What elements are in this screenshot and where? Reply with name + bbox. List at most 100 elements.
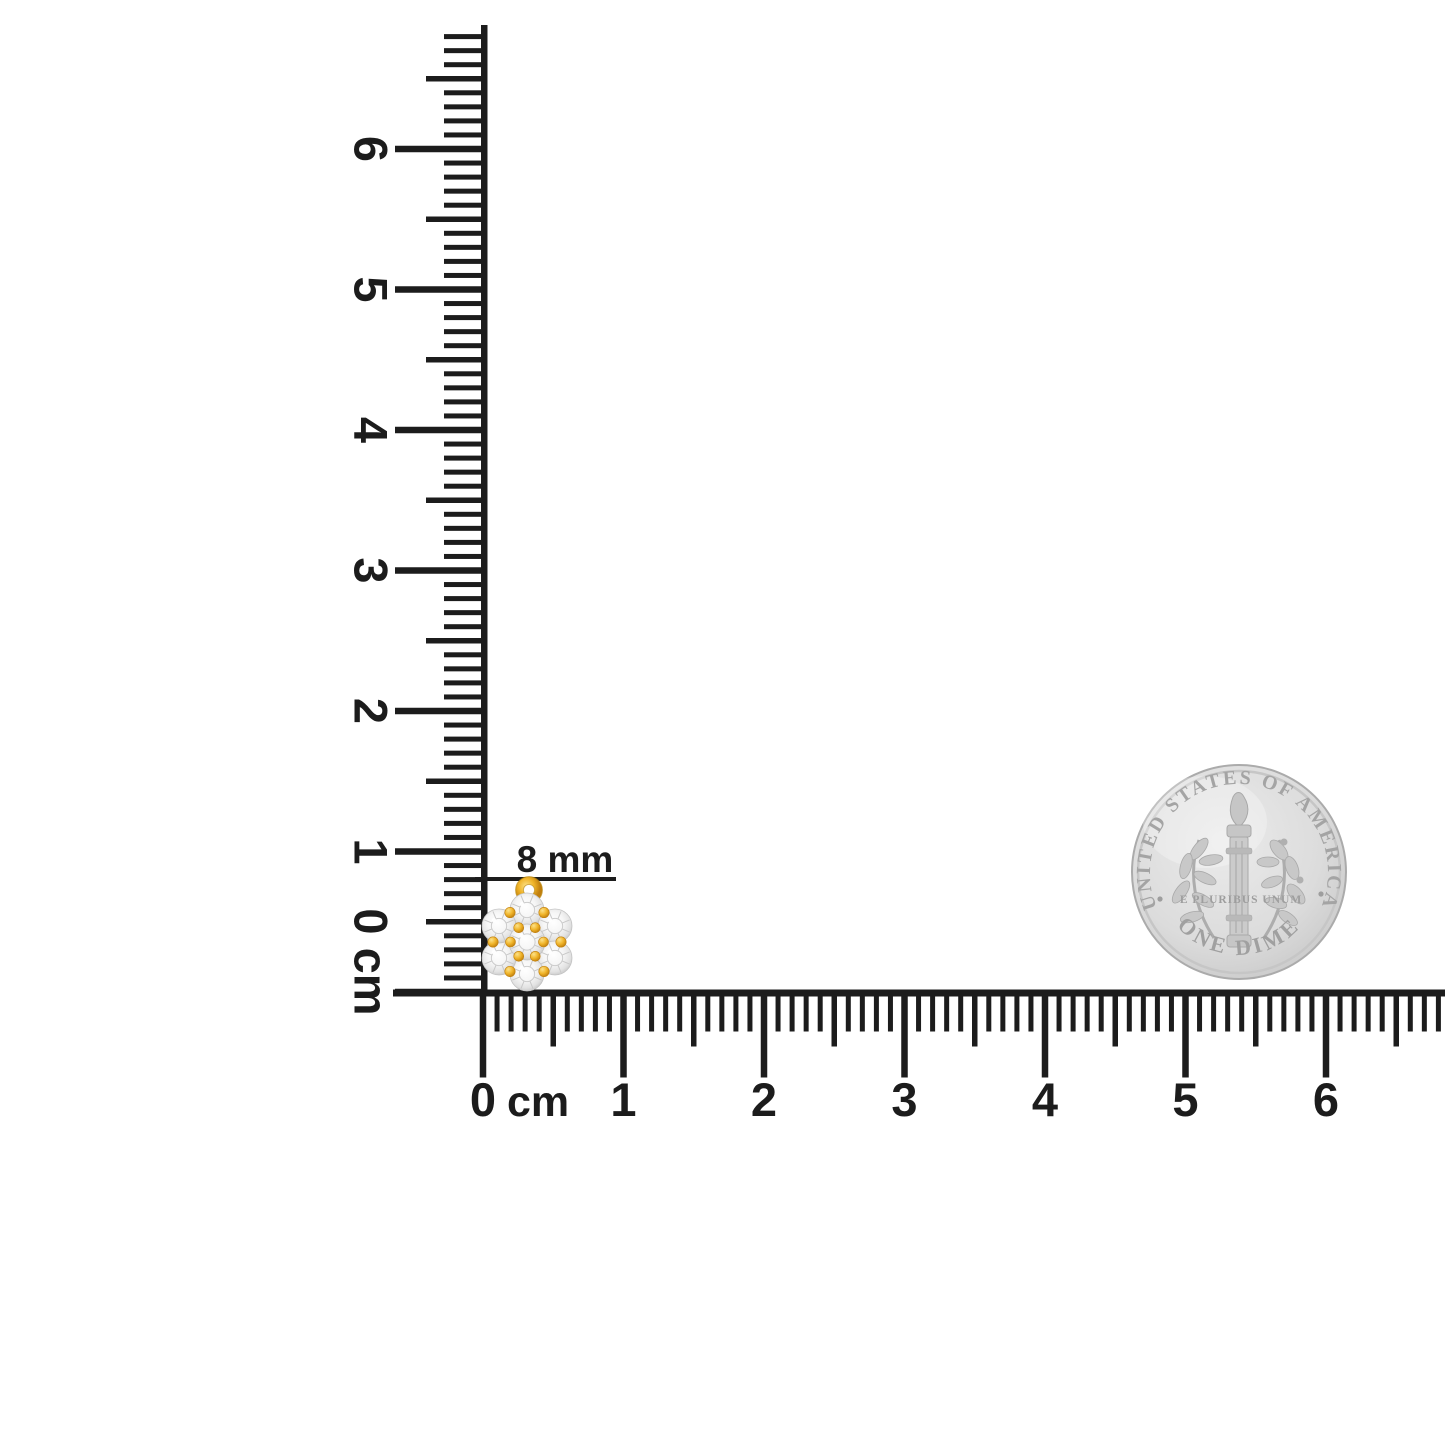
gold-prong-bead — [529, 950, 541, 962]
vertical-ruler-tick — [444, 863, 483, 869]
horizontal-ruler-tick — [705, 994, 711, 1032]
horizontal-ruler-tick — [1309, 994, 1315, 1032]
vertical-ruler-label-1: 1 — [345, 838, 398, 864]
vertical-ruler-tick — [444, 455, 483, 461]
vertical-ruler-tick — [444, 511, 483, 517]
vertical-ruler-tick — [395, 707, 483, 715]
diamond-facet — [484, 951, 493, 956]
diamond-facet — [529, 895, 534, 904]
measurement-annotation: 8 mm — [475, 839, 616, 881]
vertical-ruler-tick — [444, 525, 483, 531]
diamond-facet — [561, 928, 570, 933]
horizontal-ruler-tick — [550, 994, 556, 1047]
diamond-flower-pendant — [481, 876, 573, 992]
horizontal-ruler-tick — [1182, 994, 1189, 1078]
vertical-ruler-tick — [444, 90, 483, 96]
diamond-sparkle — [547, 917, 553, 923]
horizontal-ruler-tick — [1351, 994, 1357, 1032]
horizontal-ruler-tick — [1253, 994, 1259, 1047]
horizontal-ruler-label-2: 2 — [751, 1073, 777, 1126]
horizontal-ruler-tick — [944, 994, 950, 1032]
torch-band-bottom — [1225, 914, 1253, 922]
vertical-ruler-edge — [481, 25, 488, 996]
torch-base — [1226, 934, 1252, 948]
diamond-facet — [540, 960, 549, 965]
diamond-facet — [518, 901, 536, 919]
horizontal-ruler-tick — [789, 994, 795, 1032]
horizontal-ruler-tick — [1407, 994, 1413, 1032]
diamond-sparkle — [547, 949, 553, 955]
horizontal-ruler-tick — [663, 994, 669, 1032]
vertical-ruler-tick — [444, 62, 483, 68]
vertical-ruler-tick — [444, 652, 483, 658]
horizontal-ruler-tick — [972, 994, 978, 1047]
vertical-ruler-tick — [444, 624, 483, 630]
horizontal-ruler-edge — [393, 989, 1445, 997]
horizontal-ruler-tick — [930, 994, 936, 1032]
gold-prong-bead — [513, 950, 525, 962]
branch-leaf — [1278, 910, 1298, 926]
pendant-stones — [481, 892, 573, 992]
horizontal-ruler-label-3: 3 — [891, 1073, 917, 1126]
horizontal-ruler-tick — [859, 994, 865, 1032]
diamond-sparkle — [519, 901, 525, 907]
horizontal-ruler-tick — [1393, 994, 1399, 1047]
branch-leaf — [1179, 910, 1205, 924]
vertical-ruler-tick — [444, 722, 483, 728]
horizontal-ruler-tick — [606, 994, 612, 1032]
horizontal-ruler-tick — [564, 994, 570, 1032]
vertical-ruler-zero-label: 0 cm — [345, 908, 398, 1015]
diamond-facet — [534, 935, 543, 940]
vertical-ruler-tick — [444, 764, 483, 770]
vertical-ruler-tick — [444, 469, 483, 475]
vertical-ruler-label-3: 3 — [345, 557, 398, 583]
vertical-ruler-tick — [444, 48, 483, 54]
horizontal-ruler-tick — [1239, 994, 1245, 1032]
horizontal-ruler-tick — [1421, 994, 1427, 1032]
vertical-ruler-tick — [426, 76, 483, 82]
diamond-facet — [534, 944, 543, 949]
horizontal-ruler-tick — [1322, 994, 1330, 1078]
horizontal-ruler-tick — [747, 994, 753, 1032]
diamond-facet — [505, 919, 514, 924]
vertical-ruler-tick — [444, 385, 483, 391]
diamond-facet — [548, 932, 553, 941]
vertical-ruler-tick — [444, 34, 483, 40]
vertical-ruler-tick — [444, 975, 483, 981]
vertical-ruler-tick — [395, 426, 483, 434]
vertical-ruler-tick — [444, 132, 483, 138]
torch-band-top — [1225, 847, 1253, 855]
gold-prong-bead — [504, 965, 516, 977]
vertical-ruler-label-5: 5 — [345, 276, 398, 302]
vertical-ruler-tick — [444, 736, 483, 742]
diamond-facet — [520, 980, 525, 989]
diamond-facet — [501, 943, 506, 952]
diamond-facet — [520, 895, 525, 904]
horizontal-ruler-tick — [635, 994, 641, 1032]
vertical-ruler-tick — [444, 441, 483, 447]
acorn — [1280, 838, 1288, 846]
horizontal-ruler-unit-label: cm — [507, 1078, 569, 1126]
horizontal-ruler-tick — [479, 994, 487, 1078]
vertical-ruler-tick — [444, 750, 483, 756]
diamond-facet — [561, 919, 570, 924]
diamond-sparkle — [491, 917, 497, 923]
horizontal-ruler-tick — [1014, 994, 1020, 1032]
vertical-ruler-tick — [444, 258, 483, 264]
vertical-ruler-label-2: 2 — [345, 698, 398, 724]
vertical-ruler-tick — [444, 315, 483, 321]
diamond-facet — [484, 960, 493, 965]
diamond-facet — [546, 917, 564, 935]
branch-leaf — [1256, 856, 1280, 868]
horizontal-ruler-tick — [1084, 994, 1090, 1032]
horizontal-ruler-tick — [1154, 994, 1160, 1032]
vertical-ruler-tick — [444, 329, 483, 335]
horizontal-ruler-zero-label: 0 — [470, 1073, 496, 1126]
vertical-ruler-tick — [426, 497, 483, 503]
vertical-ruler-tick — [426, 919, 483, 925]
vertical-ruler-tick — [444, 272, 483, 278]
horizontal-ruler-tick — [1140, 994, 1146, 1032]
dime-coin: UNITED STATES OF AMERICA E PLURIBUS UNUM… — [1131, 764, 1347, 980]
diamond-sparkle — [519, 933, 524, 938]
